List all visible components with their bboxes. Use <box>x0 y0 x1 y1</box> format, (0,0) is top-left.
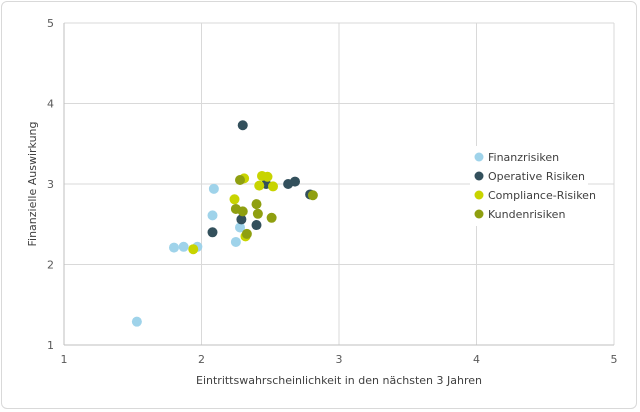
data-point-series-3 <box>251 199 262 210</box>
x-axis-title: Eintrittswahrscheinlichkeit in den nächs… <box>196 374 482 387</box>
legend-label: Kundenrisiken <box>488 208 565 221</box>
data-point-series-0 <box>230 236 241 247</box>
data-point-series-1 <box>237 120 248 131</box>
data-point-series-0 <box>178 241 189 252</box>
y-tick-label: 1 <box>47 339 54 352</box>
data-point-series-0 <box>131 316 142 327</box>
legend-label: Finanzrisiken <box>488 151 559 164</box>
legend: Finanzrisiken Operative Risiken Compliance… <box>470 146 596 226</box>
x-tick-label: 4 <box>473 353 480 366</box>
data-point-series-3 <box>266 212 277 223</box>
y-tick-label: 2 <box>47 259 54 272</box>
data-point-series-2 <box>188 244 199 255</box>
legend-marker <box>474 209 484 219</box>
data-points <box>131 120 318 327</box>
y-axis-title: Finanzielle Auswirkung <box>26 121 39 246</box>
data-point-series-2 <box>268 181 278 192</box>
data-point-series-2 <box>254 180 265 191</box>
data-point-series-3 <box>235 174 245 185</box>
data-point-series-1 <box>251 220 262 231</box>
data-point-series-2 <box>229 194 240 205</box>
data-point-series-0 <box>235 222 245 233</box>
x-tick-label: 2 <box>198 353 205 366</box>
x-tick-label: 5 <box>611 353 618 366</box>
x-tick-label: 1 <box>61 353 68 366</box>
data-point-series-1 <box>236 214 247 225</box>
y-tick-label: 5 <box>47 17 54 30</box>
legend-marker <box>474 171 484 181</box>
y-tick-label: 4 <box>47 98 54 111</box>
x-tick-label: 3 <box>336 353 343 366</box>
y-tick-labels: 1 2 3 4 5 <box>47 17 54 352</box>
x-tick-labels: 1 2 3 4 5 <box>61 353 618 366</box>
data-point-series-3 <box>252 208 263 219</box>
data-point-series-3 <box>237 206 248 217</box>
data-point-series-1 <box>207 227 218 238</box>
data-point-series-0 <box>207 210 218 221</box>
legend-label: Compliance-Risiken <box>488 189 596 202</box>
y-tick-label: 3 <box>47 178 54 191</box>
legend-marker <box>474 190 484 200</box>
legend-marker <box>474 152 484 162</box>
data-point-series-0 <box>208 183 219 194</box>
data-point-series-0 <box>169 242 179 253</box>
legend-background <box>470 146 588 226</box>
axes <box>63 23 614 346</box>
data-point-series-3 <box>307 190 318 201</box>
data-point-series-3 <box>241 228 252 239</box>
legend-label: Operative Risiken <box>488 170 585 183</box>
data-point-series-2 <box>262 171 273 182</box>
data-point-series-1 <box>290 176 300 187</box>
grid-lines <box>64 22 615 345</box>
